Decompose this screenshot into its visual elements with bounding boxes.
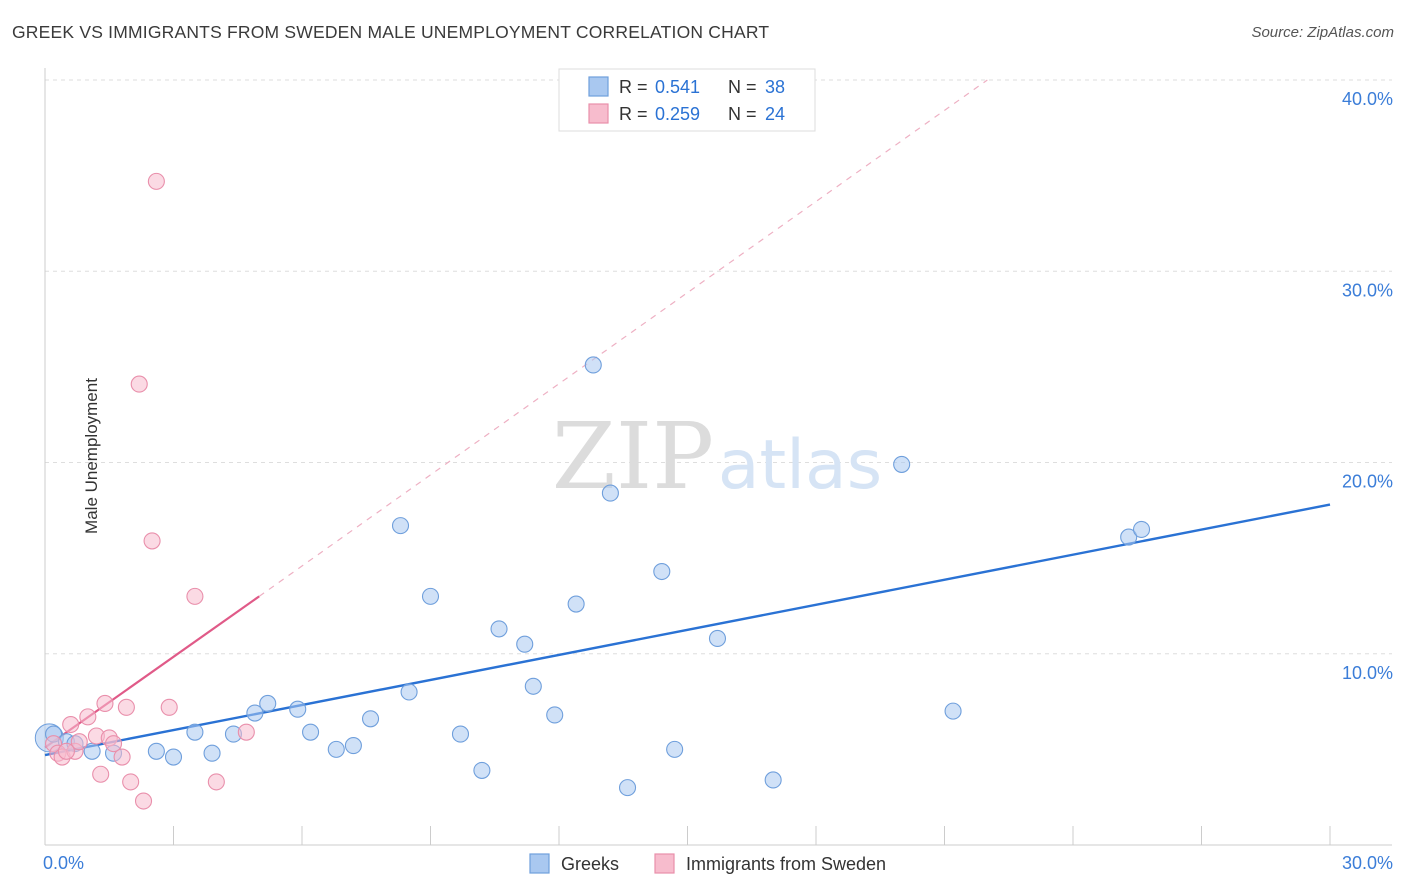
- data-point-greeks: [473, 761, 491, 779]
- data-point-sweden: [186, 587, 204, 605]
- data-point-greeks: [147, 742, 165, 760]
- data-point-sweden: [207, 773, 225, 791]
- legend-r-label: R =: [619, 77, 648, 97]
- data-point-sweden: [92, 765, 110, 783]
- data-point-sweden: [160, 698, 178, 716]
- data-point-greeks: [203, 744, 221, 762]
- y-tick-label: 10.0%: [1342, 663, 1393, 683]
- data-point-sweden: [62, 715, 80, 734]
- data-point-greeks: [451, 725, 470, 743]
- data-point-greeks: [666, 740, 684, 758]
- data-point-greeks: [944, 702, 962, 720]
- watermark-atlas: atlas: [718, 426, 882, 505]
- series-legend: Greeks Immigrants from Sweden: [529, 853, 886, 874]
- data-point-sweden: [113, 748, 131, 766]
- tick-labels: 10.0% 20.0% 30.0% 40.0% 0.0% 30.0%: [43, 89, 1393, 873]
- data-point-sweden: [143, 532, 161, 550]
- data-point-sweden: [122, 773, 140, 791]
- legend-n-label: N =: [728, 77, 757, 97]
- watermark: ZIP atlas: [552, 403, 882, 510]
- legend-n-value: 24: [765, 104, 785, 124]
- data-point-greeks: [289, 700, 307, 718]
- data-point-greeks: [490, 620, 508, 638]
- y-tick-label: 30.0%: [1342, 280, 1393, 300]
- data-point-greeks: [653, 562, 671, 581]
- trend-line-sweden-extrapolated: [258, 79, 988, 597]
- correlation-legend: R = 0.541 N = 38 R = 0.259 N = 24: [558, 68, 816, 132]
- data-point-greeks: [186, 723, 204, 741]
- data-point-greeks: [584, 356, 602, 374]
- chart-title: GREEK VS IMMIGRANTS FROM SWEDEN MALE UNE…: [12, 22, 770, 42]
- x-tick-label: 0.0%: [43, 853, 84, 873]
- data-point-greeks: [516, 635, 534, 653]
- x-tick-label: 30.0%: [1342, 853, 1393, 873]
- y-tick-label: 40.0%: [1342, 89, 1393, 109]
- data-point-greeks: [259, 694, 277, 713]
- data-point-greeks: [893, 455, 911, 473]
- data-point-sweden: [134, 792, 153, 810]
- data-point-sweden: [96, 694, 114, 713]
- legend-r-value: 0.541: [655, 77, 700, 97]
- data-point-greeks: [344, 736, 362, 755]
- axes: [44, 68, 1392, 846]
- trend-line-sweden: [44, 595, 260, 749]
- data-point-greeks: [601, 484, 619, 502]
- data-point-greeks: [400, 683, 418, 701]
- data-point-sweden: [104, 735, 123, 753]
- data-point-greeks: [618, 779, 637, 797]
- trend-line-greeks: [44, 503, 1331, 757]
- data-point-sweden: [57, 742, 75, 760]
- data-point-greeks: [708, 629, 727, 648]
- legend-swatch-greeks: [529, 853, 550, 874]
- data-point-greeks: [391, 517, 410, 535]
- data-point-greeks: [1120, 528, 1138, 546]
- data-point-greeks: [361, 710, 380, 728]
- legend-r-label: R =: [619, 104, 648, 124]
- data-point-greeks: [546, 706, 564, 724]
- data-points: [34, 172, 1151, 810]
- legend-swatch-greeks: [588, 76, 609, 97]
- legend-n-label: N =: [728, 104, 757, 124]
- data-point-sweden: [70, 733, 88, 751]
- data-point-sweden: [147, 172, 165, 190]
- source-label: Source: ZipAtlas.com: [1251, 24, 1394, 41]
- legend-n-value: 38: [765, 77, 785, 97]
- data-point-sweden: [237, 723, 255, 741]
- data-point-greeks: [302, 723, 320, 741]
- data-point-greeks: [246, 704, 264, 722]
- legend-label-sweden: Immigrants from Sweden: [686, 854, 886, 874]
- grid-lines: [45, 79, 1392, 655]
- data-point-greeks: [1132, 520, 1151, 538]
- data-point-greeks: [567, 595, 585, 613]
- watermark-zip: ZIP: [552, 403, 714, 510]
- data-point-sweden: [130, 375, 148, 393]
- legend-label-greeks: Greeks: [561, 854, 619, 874]
- legend-r-value: 0.259: [655, 104, 700, 124]
- legend-swatch-sweden: [654, 853, 675, 874]
- data-point-greeks: [524, 677, 542, 695]
- legend-swatch-sweden: [588, 103, 609, 124]
- data-point-greeks: [327, 740, 345, 758]
- data-point-greeks: [164, 748, 183, 766]
- data-point-greeks: [421, 587, 440, 605]
- data-point-greeks: [764, 771, 782, 789]
- data-point-sweden: [117, 698, 135, 716]
- y-tick-label: 20.0%: [1342, 472, 1393, 492]
- data-point-sweden: [79, 708, 97, 726]
